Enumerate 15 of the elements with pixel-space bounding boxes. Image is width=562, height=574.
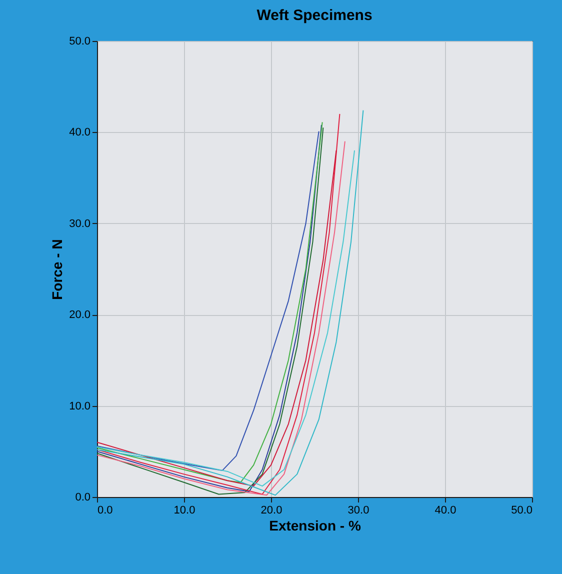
y-axis-title: Force - N (49, 239, 66, 300)
y-tick-label: 20.0 (69, 309, 90, 322)
x-tick-label: 0.0 (98, 504, 113, 516)
x-tick-label: 20.0 (260, 504, 282, 516)
x-tick-label: 40.0 (434, 504, 456, 516)
x-axis-title: Extension - % (269, 518, 362, 534)
y-tick-label: 50.0 (69, 36, 90, 48)
y-tick-label: 40.0 (69, 126, 90, 139)
y-tick-label: 0.0 (75, 492, 90, 504)
y-tick-label: 30.0 (69, 218, 90, 230)
x-tick-label: 30.0 (348, 504, 370, 516)
y-tick-label: 10.0 (69, 400, 90, 412)
x-tick-label: 10.0 (174, 504, 196, 516)
chart-title: Weft Specimens (256, 7, 372, 24)
x-tick-label: 50.0 (511, 504, 532, 516)
